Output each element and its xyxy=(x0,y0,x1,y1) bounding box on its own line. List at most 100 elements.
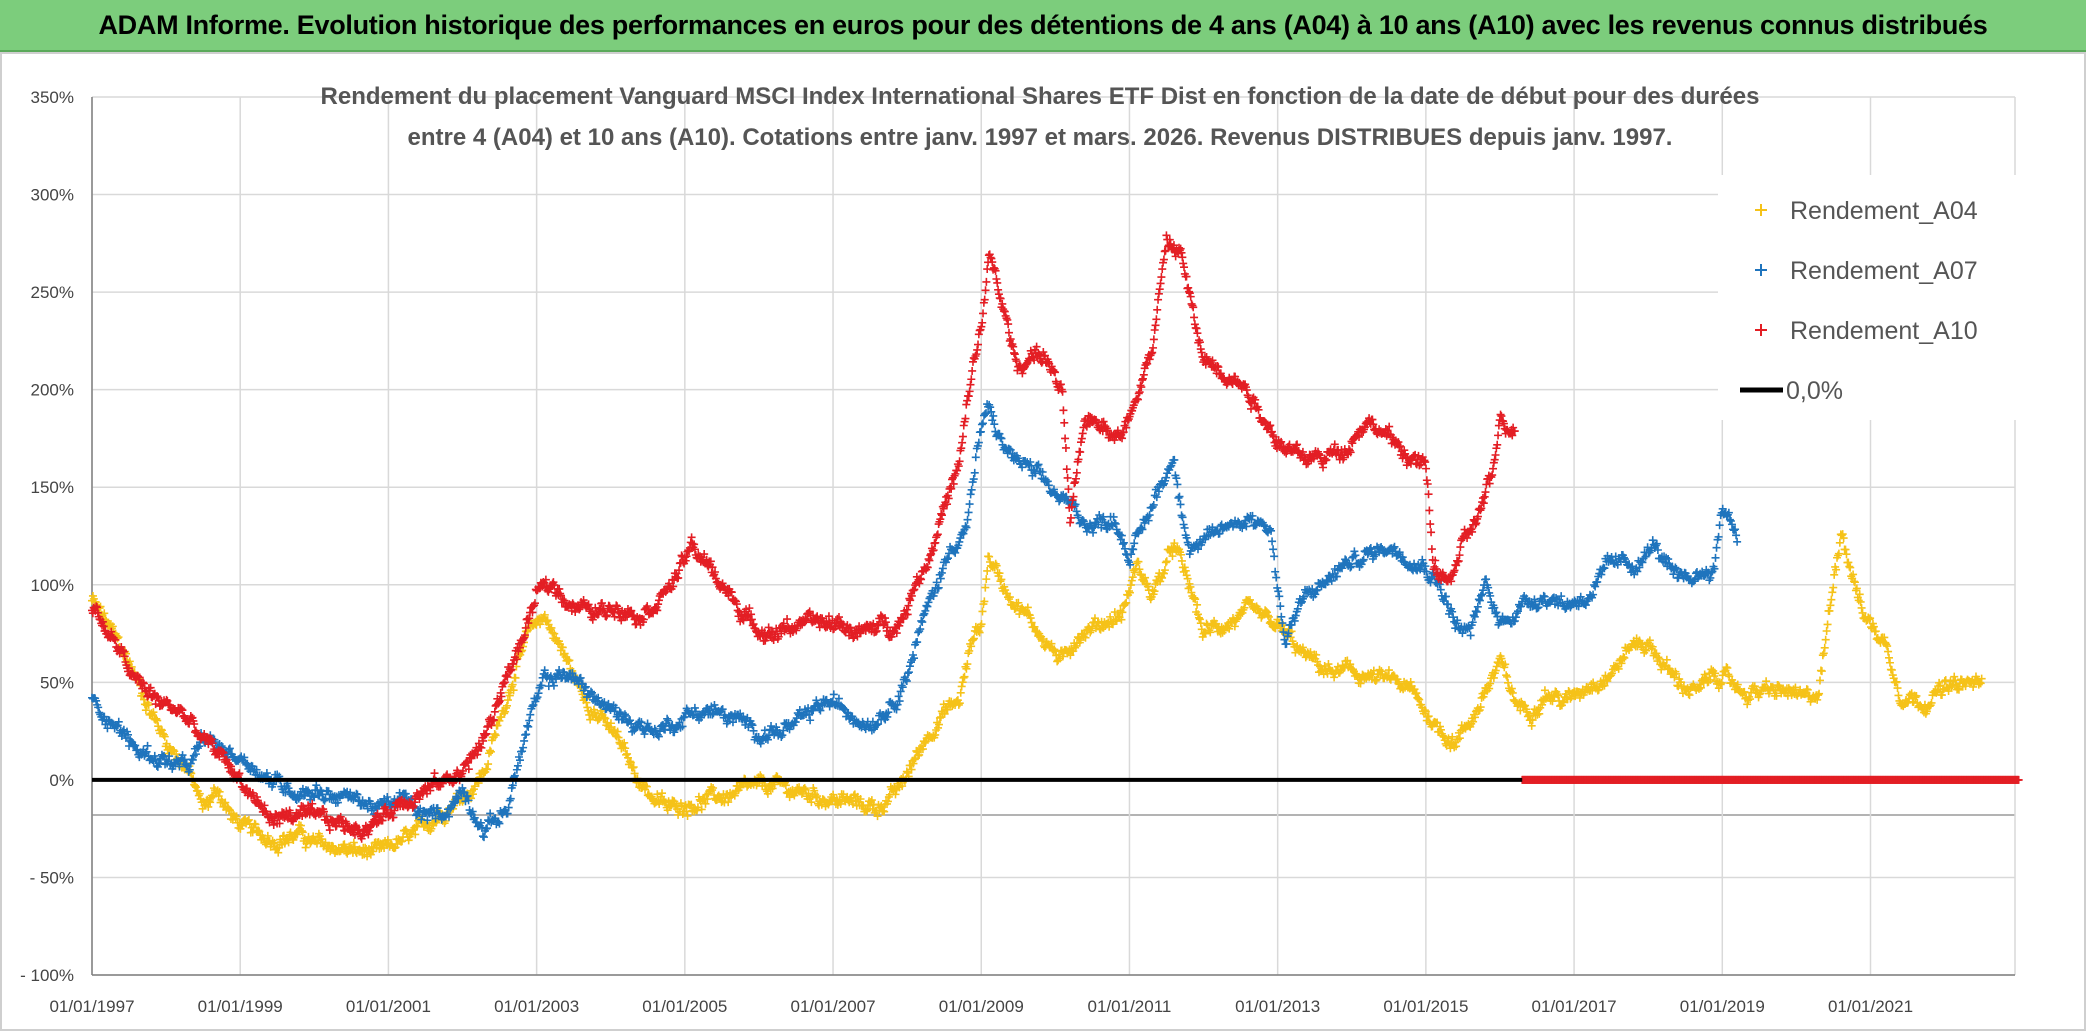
point-rendement-a07 xyxy=(1177,511,1186,520)
point-rendement-a10 xyxy=(430,769,439,778)
point-rendement-a07 xyxy=(1089,528,1098,537)
data-points xyxy=(88,231,2023,861)
point-rendement-a07 xyxy=(1268,537,1277,546)
point-rendement-a04 xyxy=(1819,649,1828,658)
point-rendement-a07 xyxy=(663,714,672,723)
point-rendement-a04 xyxy=(1823,620,1832,629)
y-tick-label: 0% xyxy=(49,771,74,790)
point-rendement-a04 xyxy=(159,730,168,739)
y-tick-label: 150% xyxy=(31,478,74,497)
point-rendement-a04 xyxy=(978,607,987,616)
point-rendement-a04 xyxy=(956,688,965,697)
point-rendement-a04 xyxy=(982,575,991,584)
point-rendement-a04 xyxy=(296,821,305,830)
banner-title: ADAM Informe. Evolution historique des p… xyxy=(98,9,1988,40)
x-tick-label: 01/01/2019 xyxy=(1680,997,1765,1016)
point-rendement-a04 xyxy=(1161,558,1170,567)
point-rendement-a04 xyxy=(1827,595,1836,604)
x-tick-label: 01/01/2011 xyxy=(1088,997,1172,1016)
point-rendement-a04 xyxy=(1838,530,1847,539)
point-rendement-a04 xyxy=(484,760,493,769)
point-rendement-a04 xyxy=(623,749,632,758)
point-rendement-a04 xyxy=(298,828,307,837)
point-rendement-a04 xyxy=(329,842,338,851)
y-tick-label: 50% xyxy=(40,673,74,692)
point-rendement-a04 xyxy=(1885,653,1894,662)
point-rendement-a07 xyxy=(1175,492,1184,501)
point-rendement-a04 xyxy=(1894,691,1903,700)
point-rendement-a07 xyxy=(505,796,514,805)
point-rendement-a04 xyxy=(204,802,213,811)
point-rendement-a07 xyxy=(312,781,321,790)
point-rendement-a04 xyxy=(1540,686,1549,695)
point-rendement-a04 xyxy=(1124,587,1133,596)
point-rendement-a04 xyxy=(1816,676,1825,685)
point-rendement-a04 xyxy=(958,678,967,687)
y-axis-ticks: - 100%- 50%0%50%100%150%200%250%300%350% xyxy=(20,88,74,985)
point-rendement-a04 xyxy=(152,714,161,723)
point-rendement-a07 xyxy=(971,453,980,462)
point-rendement-a04 xyxy=(293,830,302,839)
y-tick-label: 200% xyxy=(31,381,74,400)
x-tick-label: 01/01/2003 xyxy=(494,997,579,1016)
point-rendement-a04 xyxy=(996,577,1005,586)
point-rendement-a04 xyxy=(160,732,169,741)
point-rendement-a04 xyxy=(141,706,150,715)
point-rendement-a04 xyxy=(301,843,310,852)
point-rendement-a04 xyxy=(284,838,293,847)
x-tick-label: 01/01/1999 xyxy=(198,997,283,1016)
point-rendement-a07 xyxy=(806,716,815,725)
point-rendement-a04 xyxy=(254,826,263,835)
point-rendement-a04 xyxy=(1502,671,1511,680)
chart-frame xyxy=(0,52,2086,1031)
x-tick-label: 01/01/1997 xyxy=(49,997,134,1016)
point-rendement-a07 xyxy=(143,741,152,750)
point-rendement-a07 xyxy=(829,690,838,699)
point-rendement-a07 xyxy=(978,419,987,428)
point-rendement-a04 xyxy=(149,708,158,717)
point-rendement-a04 xyxy=(1822,627,1831,636)
point-rendement-a04 xyxy=(959,673,968,682)
point-rendement-a04 xyxy=(1503,672,1512,681)
y-tick-label: 250% xyxy=(31,283,74,302)
point-rendement-a07 xyxy=(1733,537,1742,546)
y-tick-label: 300% xyxy=(31,186,74,205)
point-rendement-a07 xyxy=(1269,545,1278,554)
point-rendement-a07 xyxy=(966,490,975,499)
point-rendement-a04 xyxy=(1884,647,1893,656)
point-rendement-a04 xyxy=(108,622,117,631)
point-rendement-a04 xyxy=(368,847,377,856)
point-rendement-a07 xyxy=(506,794,515,803)
point-rendement-a04 xyxy=(1820,643,1829,652)
point-rendement-a07 xyxy=(976,427,985,436)
point-rendement-a04 xyxy=(1817,667,1826,676)
x-axis-ticks: 01/01/1997 01/01/1999 01/01/2001 01/01/2003… xyxy=(49,997,1913,1016)
point-rendement-a04 xyxy=(1887,665,1896,674)
point-rendement-a07 xyxy=(1272,573,1281,582)
point-rendement-a07 xyxy=(915,627,924,636)
point-rendement-a04 xyxy=(349,838,358,847)
point-rendement-a10 xyxy=(490,707,499,716)
x-tick-label: 01/01/2017 xyxy=(1532,997,1617,1016)
point-rendement-a07 xyxy=(918,618,927,627)
point-rendement-a07 xyxy=(936,574,945,583)
point-rendement-a07 xyxy=(479,833,488,842)
point-rendement-a04 xyxy=(206,798,215,807)
x-tick-label: 01/01/2001 xyxy=(346,997,431,1016)
point-rendement-a04 xyxy=(221,798,230,807)
point-rendement-a04 xyxy=(153,716,162,725)
point-rendement-a04 xyxy=(985,552,994,561)
y-tick-label: 100% xyxy=(31,576,74,595)
point-rendement-a04 xyxy=(144,700,153,709)
point-rendement-a04 xyxy=(910,755,919,764)
point-rendement-a07 xyxy=(977,420,986,429)
x-tick-label: 01/01/2005 xyxy=(642,997,727,1016)
point-rendement-a04 xyxy=(232,812,241,821)
point-rendement-a04 xyxy=(191,781,200,790)
point-rendement-a07 xyxy=(760,726,769,735)
x-tick-label: 01/01/2009 xyxy=(939,997,1024,1016)
x-tick-label: 01/01/2007 xyxy=(790,997,875,1016)
point-rendement-a04 xyxy=(1193,600,1202,609)
point-rendement-a07 xyxy=(524,722,533,731)
